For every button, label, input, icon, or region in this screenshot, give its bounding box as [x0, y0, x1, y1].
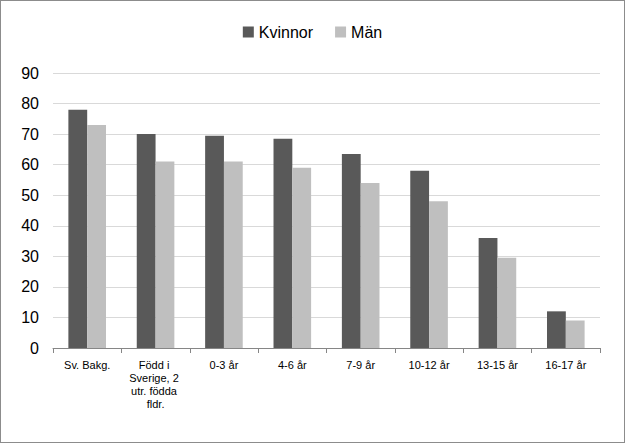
svg-text:30: 30 [21, 248, 39, 265]
svg-text:90: 90 [21, 65, 39, 82]
svg-text:4-6 år: 4-6 år [278, 359, 307, 371]
svg-text:70: 70 [21, 126, 39, 143]
svg-text:7-9 år: 7-9 år [346, 359, 375, 371]
svg-text:0: 0 [30, 340, 39, 357]
svg-text:Sverige, 2: Sverige, 2 [129, 372, 182, 384]
svg-text:fldr.: fldr. [147, 398, 165, 410]
svg-text:0-3 år: 0-3 år [210, 359, 239, 371]
svg-text:16-17 år: 16-17 år [545, 359, 586, 371]
svg-text:Född i: Född i [139, 359, 173, 371]
svg-text:20: 20 [21, 278, 39, 295]
svg-text:utr. födda: utr. födda [131, 385, 180, 397]
svg-text:50: 50 [21, 187, 39, 204]
svg-text:60: 60 [21, 156, 39, 173]
svg-text:Sv. Bakg.: Sv. Bakg. [64, 359, 110, 371]
svg-text:10-12 år: 10-12 år [409, 359, 450, 371]
svg-text:80: 80 [21, 95, 39, 112]
svg-text:13-15 år: 13-15 år [477, 359, 518, 371]
svg-text:40: 40 [21, 217, 39, 234]
svg-text:Kvinnor: Kvinnor [259, 24, 314, 41]
svg-text:10: 10 [21, 309, 39, 326]
svg-text:Män: Män [351, 24, 382, 41]
